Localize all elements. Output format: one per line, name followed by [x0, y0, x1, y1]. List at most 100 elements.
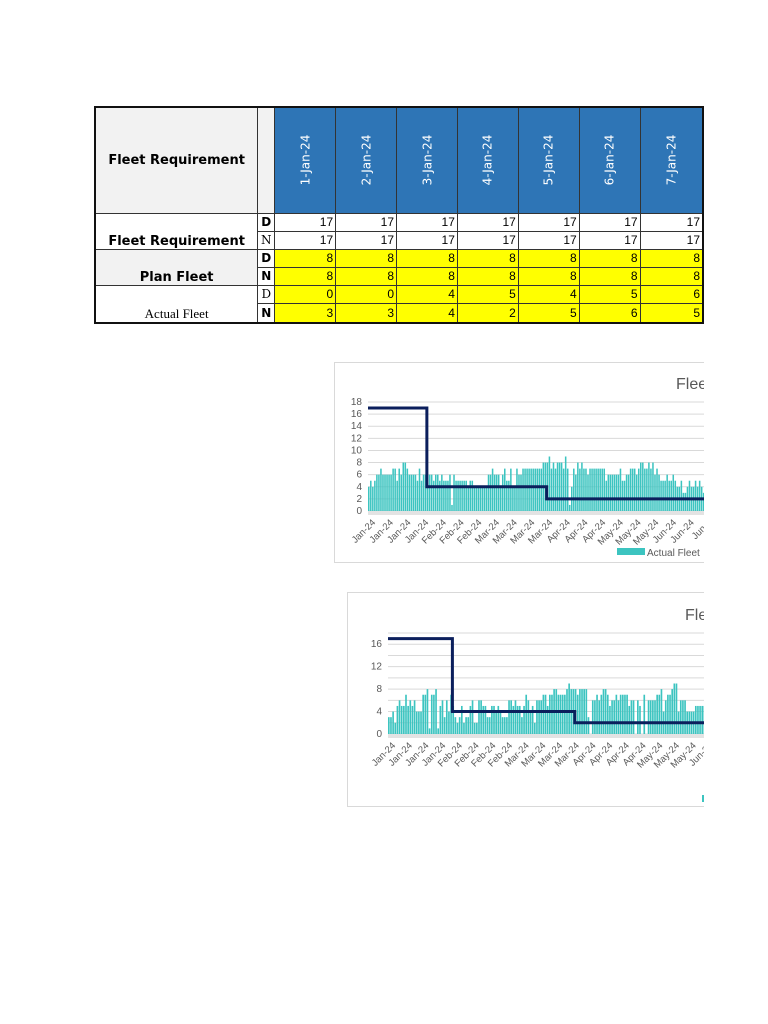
bar: [562, 468, 565, 511]
value-cell: 5: [578, 284, 641, 304]
bar: [508, 480, 510, 511]
bar: [437, 474, 439, 511]
bar: [597, 468, 599, 511]
bar: [561, 694, 564, 734]
bar: [415, 711, 418, 734]
bar: [424, 694, 427, 734]
bar: [478, 700, 480, 734]
bar: [617, 474, 620, 511]
bar: [621, 694, 624, 734]
shift-label: D: [257, 284, 276, 304]
bar: [514, 486, 516, 511]
bar: [454, 717, 457, 734]
bar: [469, 705, 472, 734]
bar: [443, 480, 445, 511]
bar: [621, 480, 624, 511]
bar: [583, 468, 585, 511]
bar: [548, 456, 551, 511]
value-cell: 17: [396, 230, 458, 250]
date-header: 5-Jan-24: [517, 106, 580, 214]
bar: [394, 468, 396, 511]
bar: [557, 694, 560, 734]
bar: [625, 474, 628, 511]
bar: [422, 694, 424, 734]
y-tick-label: 4: [356, 482, 362, 493]
table-row: Plan Fleet D 8 8 8 8 8 8 8: [94, 248, 704, 286]
bar: [516, 468, 518, 511]
bar: [512, 705, 515, 734]
bar: [702, 492, 704, 511]
bar: [587, 474, 589, 511]
bar: [524, 468, 526, 511]
value-cell: 8: [274, 248, 337, 268]
value-cell: 17: [274, 212, 337, 232]
bar: [467, 486, 469, 511]
bar: [536, 700, 538, 734]
date-header: 6-Jan-24: [578, 106, 641, 214]
bar: [609, 474, 612, 511]
bar: [491, 705, 493, 734]
bar: [644, 468, 646, 511]
value-cell: 8: [456, 266, 519, 286]
value-cell: 17: [517, 230, 580, 250]
bar: [528, 468, 530, 511]
bar: [520, 474, 522, 511]
bar: [599, 468, 601, 511]
bar: [593, 468, 595, 511]
legend-label: Actual Fleet: [647, 548, 700, 559]
bar: [544, 694, 547, 734]
bar: [666, 474, 668, 511]
bar: [449, 474, 451, 511]
bar: [445, 700, 448, 734]
bar: [465, 717, 467, 734]
bar: [411, 705, 414, 734]
bar: [617, 700, 620, 734]
bar: [656, 694, 658, 734]
chart-title: Flee: [676, 376, 704, 393]
value-cell: 17: [456, 212, 519, 232]
bar: [396, 480, 398, 511]
bar: [650, 468, 652, 511]
bar: [428, 474, 431, 511]
bar: [475, 486, 478, 511]
y-tick-label: 6: [356, 470, 362, 481]
bar: [480, 700, 482, 734]
bar: [456, 722, 459, 734]
bar: [408, 474, 411, 511]
bar: [639, 705, 641, 734]
bar: [564, 694, 566, 734]
fleet-chart-2: Fle 0 4 8 12 16 Jan-24 Jan-24 Jan-24 Jan-24 Feb-2…: [347, 592, 704, 807]
bar: [534, 468, 536, 511]
date-header: 7-Jan-24: [639, 106, 704, 214]
bar: [605, 480, 608, 511]
bar: [510, 700, 513, 734]
bar: [684, 492, 687, 511]
bar: [416, 480, 419, 511]
bar: [540, 468, 543, 511]
bar: [388, 717, 390, 734]
bar: [596, 694, 598, 734]
bar: [422, 474, 425, 511]
bar: [424, 474, 427, 511]
y-tick-label: 12: [351, 433, 363, 444]
value-cell: 5: [639, 302, 704, 324]
bar: [527, 700, 530, 734]
date-header: 1-Jan-24: [274, 106, 337, 214]
bar: [611, 700, 613, 734]
bar: [667, 694, 669, 734]
bar: [390, 474, 392, 511]
bar: [682, 700, 684, 734]
y-tick-label: 8: [356, 458, 362, 469]
bar: [426, 689, 429, 734]
bar: [523, 705, 525, 734]
bar: [489, 474, 492, 511]
legend-swatch: [617, 548, 645, 555]
y-tick-label: 12: [371, 662, 383, 673]
bar: [493, 474, 496, 511]
date-header: 3-Jan-24: [396, 106, 458, 214]
bar: [573, 468, 575, 511]
bar: [538, 468, 541, 511]
table-row: Actual Fleet D 0 0 4 5 4 5 6: [94, 284, 704, 324]
bar: [508, 700, 510, 734]
bar: [484, 705, 487, 734]
